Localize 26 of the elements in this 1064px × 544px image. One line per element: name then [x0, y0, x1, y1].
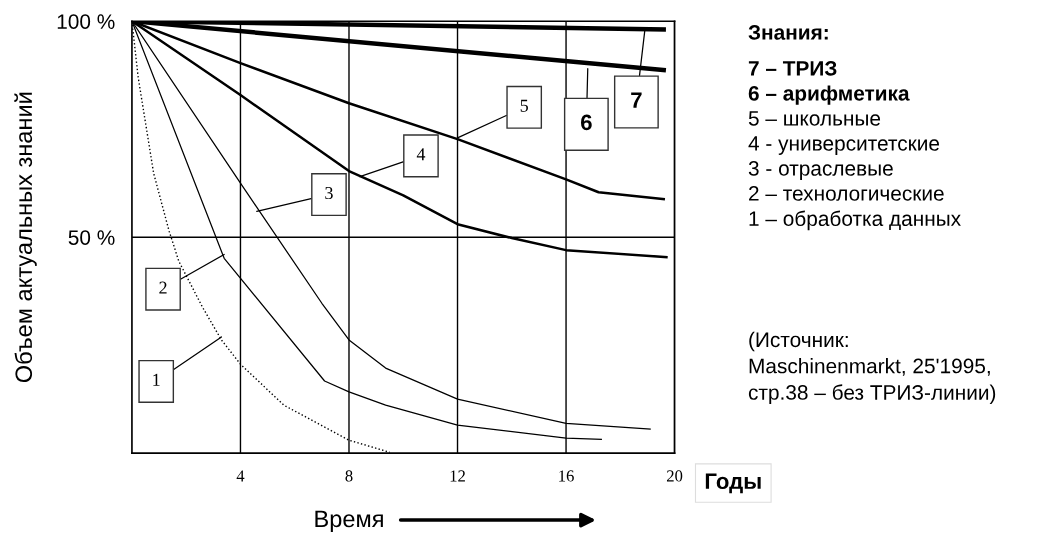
text: 7 – ТРИЗ	[748, 60, 837, 76]
y-axis-title: Объем актуальных знаний	[14, 92, 37, 383]
annotation: 4	[416, 148, 426, 161]
x-tick-label: 12	[450, 470, 465, 482]
x-tick-label: 4	[236, 470, 245, 482]
x-axis-title: Время	[315, 510, 383, 532]
text: 6 – арифметика	[748, 85, 910, 105]
annotation: 2	[159, 281, 167, 294]
y-tick-label: 50 %	[68, 230, 115, 245]
annotation: 3	[325, 186, 333, 200]
annotation: 5	[520, 99, 528, 112]
text: 3 - отраслевые	[748, 161, 893, 180]
text: 4 - университетские	[748, 136, 940, 155]
y-tick-label: 100 %	[57, 14, 115, 29]
text: 1 – обработка данных	[749, 210, 961, 231]
annotation: 6	[581, 114, 592, 131]
x-tick-label: 16	[559, 470, 574, 482]
text: 5 – школьные	[748, 111, 881, 126]
text: 2 – технологические	[749, 186, 944, 201]
text: Знания:	[748, 25, 828, 40]
annotation: 7	[631, 92, 642, 108]
x-tick-label: 20	[666, 470, 683, 482]
text: (Источник: Maschinenmarkt, 25'1995, стр.38 – без ТРИЗ-линии)	[748, 331, 996, 404]
text: Годы	[705, 473, 761, 494]
annotation: 1	[153, 373, 160, 386]
x-tick-label: 8	[345, 470, 353, 482]
